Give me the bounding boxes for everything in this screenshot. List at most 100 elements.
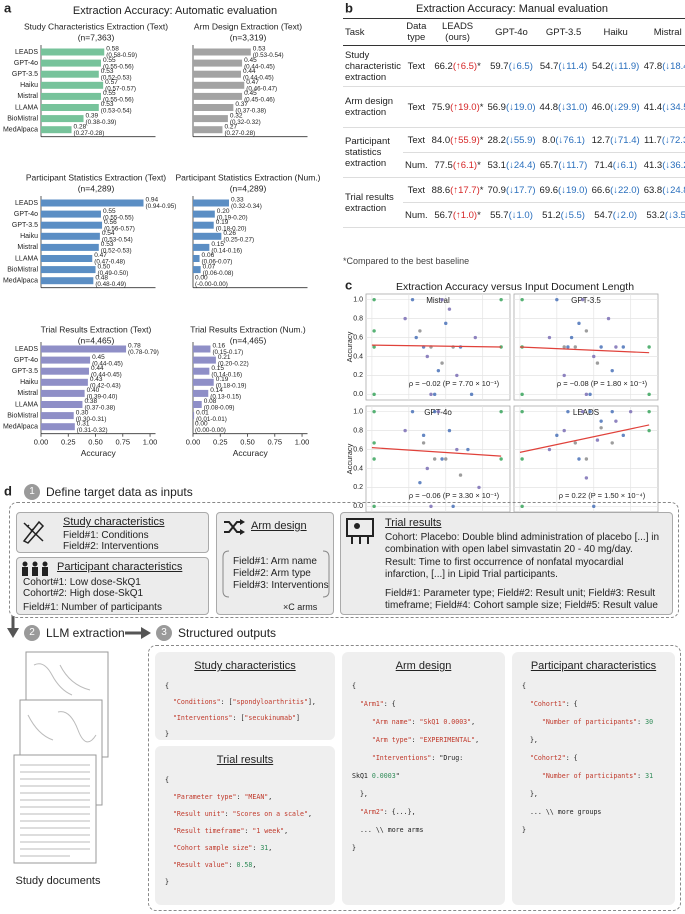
interval-label: (0.53-0.54) [101,108,132,115]
category-label: MedAlpaca [3,424,38,431]
bar [41,92,101,100]
point [573,441,577,445]
trial-output-box: Trial results { "Parameter type": "MEAN",… [155,746,335,905]
category-label: GPT-3.5 [12,222,38,229]
value-cell: 56.7(↑1.0)* [429,202,486,228]
bar [193,70,241,78]
point [469,392,474,397]
point [403,316,407,321]
value-label: 0.45 [244,57,257,64]
cell-value: 71.4 [594,159,613,171]
category-label: LLAMA [15,104,38,111]
value-cell: 84.0(↑55.9)* [429,127,486,153]
brackets [222,550,330,598]
box-title: Study characteristics [194,660,296,672]
value-label: 0.57 [105,79,118,86]
bar [41,199,144,207]
bar [193,412,195,420]
interval-label: (0.25-0.27) [223,236,254,243]
bar [193,210,215,218]
x-tick-label: 0.50 [88,438,103,447]
cell-value: 75.9 [431,101,451,113]
bar [41,81,104,89]
bar [41,277,94,285]
point [621,345,625,349]
point [455,373,459,378]
bar [41,378,88,386]
category-label: LLAMA [15,401,38,408]
point [447,428,452,433]
interval-label: (0.37-0.38) [235,108,266,115]
point [444,457,448,461]
code-line: "Conditions": ["spondyloarthritis"], [172,698,316,706]
annotation: ρ = 0.22 (P = 1.50 × 10⁻⁴) [559,491,646,500]
point [372,409,376,414]
value-label: 0.30 [76,409,89,416]
code-line: { [352,682,356,690]
cell-value: 55.7 [490,209,509,221]
box-title: Trial results [216,754,274,766]
category-label: MedAlpaca [3,278,38,285]
fit-line [371,344,502,348]
study-output-box: Study characteristics { "Conditions": ["s… [155,652,335,740]
interval-label: (0.52-0.53) [101,74,132,81]
category-label: GPT-4o [14,60,38,67]
chart-title: Participant Statistics Extraction (Text) [26,172,166,182]
point [421,441,426,445]
bar [193,199,229,207]
category-label: LEADS [15,200,38,207]
code-line: ... \\ more groups [522,808,602,816]
cell-delta: (↓2.0) [612,209,638,221]
interval-label: (0.27-0.28) [74,130,105,137]
interval-label: (0.55-0.56) [103,63,134,70]
task-cell: Study characteristic extraction [343,45,403,87]
value-cell: 8.0(↓76.1) [537,127,590,153]
point [592,504,596,509]
y-tick-label: 0.4 [353,465,363,472]
field-line: Field#1: Conditions [63,530,149,541]
value-label: 0.53 [253,46,266,53]
value-cell: 70.9(↓17.7) [485,177,538,203]
panel-title: LEADS [573,408,599,417]
point [372,345,376,349]
interval-label: (0.08-0.09) [204,405,235,412]
value-label: 0.94 [146,197,159,204]
category-label: GPT-4o [14,211,38,218]
people-icon [22,561,48,576]
annotation: ρ = −0.08 (P = 1.80 × 10⁻¹) [557,379,648,388]
value-label: 0.47 [94,252,107,259]
interval-label: (0.52-0.53) [101,248,132,255]
bar [193,255,200,262]
value-cell: 88.6(↑17.7)* [429,177,486,203]
code-line: { [165,776,169,784]
category-label: GPT-3.5 [12,368,38,375]
cell-value: 41.3 [643,159,663,171]
code-line: { [522,682,526,690]
cell-delta: (↑1.0) [452,209,478,221]
chart-subtitle: (n=3,319) [230,32,267,42]
value-cell: 47.8(↓18.4) [641,45,685,87]
point [440,297,444,302]
cell-value: 65.7 [539,159,559,171]
cell-delta: (↓3.5) [664,209,685,221]
bar [41,423,75,431]
presentation-icon [346,518,374,544]
value-cell: 63.8(↓24.8) [641,177,685,203]
result-text: Result: Time to first occurrence of nonf… [385,557,624,580]
point [577,321,581,326]
interval-label: (0.44-0.45) [91,371,122,378]
point [520,504,524,509]
code-line: "Arm name": "SkQ1 0.0003", [371,718,476,726]
cell-value: 88.6 [431,184,451,196]
point [372,457,376,461]
task-cell: Trial results extraction [343,177,403,228]
point [429,392,433,397]
interval-label: (0.58-0.59) [106,52,137,59]
point [562,373,566,378]
cell-value: 46.0 [591,101,611,113]
y-tick-label: 0.0 [353,391,363,398]
value-cell: 59.7(↓6.5) [485,45,538,87]
bar [193,401,202,408]
value-label: 0.45 [92,354,105,361]
